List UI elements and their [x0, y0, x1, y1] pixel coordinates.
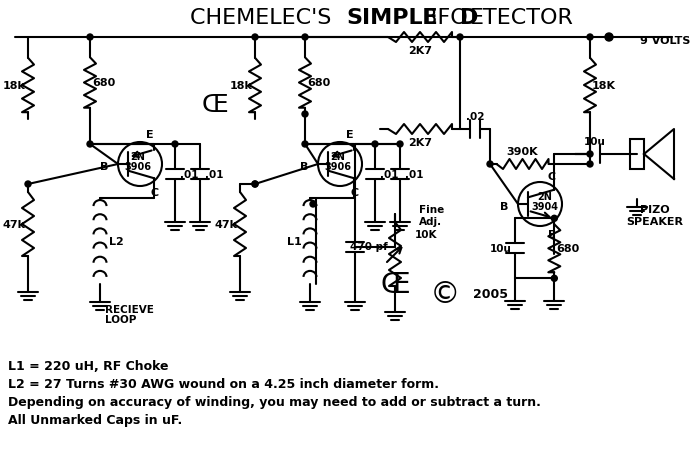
Circle shape — [310, 201, 316, 207]
Text: 2N: 2N — [331, 152, 345, 162]
Circle shape — [457, 35, 463, 41]
Text: L2 = 27 Turns #30 AWG wound on a 4.25 inch diameter form.: L2 = 27 Turns #30 AWG wound on a 4.25 in… — [8, 377, 439, 390]
Circle shape — [87, 35, 93, 41]
Text: Depending on accuracy of winding, you may need to add or subtract a turn.: Depending on accuracy of winding, you ma… — [8, 395, 541, 408]
Text: BFO: BFO — [408, 8, 482, 28]
Text: 680: 680 — [556, 244, 580, 254]
Text: 3906: 3906 — [125, 162, 152, 172]
Text: C: C — [548, 172, 556, 181]
Text: 2K7: 2K7 — [408, 138, 432, 148]
Text: LOOP: LOOP — [105, 314, 136, 324]
Circle shape — [302, 112, 308, 118]
Text: SIMPLE: SIMPLE — [346, 8, 438, 28]
Text: Œ: Œ — [380, 270, 410, 298]
Text: L1: L1 — [286, 237, 302, 247]
Text: SPEAKER: SPEAKER — [626, 217, 684, 226]
Circle shape — [587, 35, 593, 41]
Text: E: E — [548, 230, 556, 239]
Circle shape — [587, 162, 593, 168]
Circle shape — [552, 275, 557, 282]
Text: 10K: 10K — [415, 230, 437, 239]
Text: B: B — [100, 162, 108, 172]
Text: .01: .01 — [380, 169, 399, 180]
Text: 9 VOLTS: 9 VOLTS — [640, 36, 691, 46]
Text: 47k: 47k — [215, 219, 237, 230]
Text: 18k: 18k — [3, 81, 26, 91]
Circle shape — [252, 181, 258, 188]
Text: 18K: 18K — [592, 81, 616, 91]
Text: 2005: 2005 — [473, 288, 508, 301]
Text: .01: .01 — [180, 169, 198, 180]
Circle shape — [172, 142, 178, 148]
Text: .01: .01 — [405, 169, 424, 180]
Circle shape — [487, 162, 493, 168]
Text: 3906: 3906 — [325, 162, 352, 172]
Circle shape — [372, 142, 378, 148]
Circle shape — [25, 181, 31, 188]
Text: D: D — [460, 8, 478, 28]
Text: Fine: Fine — [419, 205, 444, 214]
Text: B: B — [300, 162, 308, 172]
Circle shape — [587, 152, 593, 158]
Circle shape — [252, 181, 258, 188]
Text: 2K7: 2K7 — [408, 46, 432, 56]
Circle shape — [552, 216, 557, 222]
Text: Œ: Œ — [201, 93, 228, 117]
Text: C: C — [151, 188, 159, 198]
Circle shape — [252, 35, 258, 41]
Text: 10u: 10u — [490, 244, 512, 254]
Text: C: C — [351, 188, 359, 198]
Text: 10u: 10u — [584, 137, 606, 147]
Text: 470 pf: 470 pf — [350, 242, 388, 252]
Circle shape — [397, 142, 403, 148]
Text: 18k: 18k — [230, 81, 253, 91]
Text: L2: L2 — [109, 237, 123, 247]
Text: Adj.: Adj. — [419, 217, 442, 226]
Text: 2N: 2N — [131, 152, 145, 162]
Text: .02: .02 — [466, 112, 484, 122]
Text: .01: .01 — [205, 169, 224, 180]
Text: B: B — [500, 201, 508, 212]
Text: 3904: 3904 — [531, 201, 558, 212]
Text: 680: 680 — [307, 78, 331, 88]
Circle shape — [302, 35, 308, 41]
Text: E: E — [146, 130, 154, 140]
Text: E: E — [346, 130, 354, 140]
Text: 680: 680 — [92, 78, 116, 88]
Text: All Unmarked Caps in uF.: All Unmarked Caps in uF. — [8, 413, 182, 426]
Text: CHEMELEC'S: CHEMELEC'S — [190, 8, 346, 28]
Text: 390K: 390K — [507, 147, 538, 156]
Circle shape — [605, 34, 613, 42]
Text: ETECTOR: ETECTOR — [470, 8, 574, 28]
Circle shape — [302, 142, 308, 148]
Text: ©: © — [430, 280, 460, 309]
Circle shape — [87, 142, 93, 148]
Text: L1 = 220 uH, RF Choke: L1 = 220 uH, RF Choke — [8, 359, 168, 372]
Text: 2N: 2N — [538, 192, 552, 201]
Text: PIZO: PIZO — [640, 205, 670, 214]
Text: 47k: 47k — [3, 219, 26, 230]
Bar — [630, 140, 644, 169]
Text: RECIEVE: RECIEVE — [105, 304, 154, 314]
